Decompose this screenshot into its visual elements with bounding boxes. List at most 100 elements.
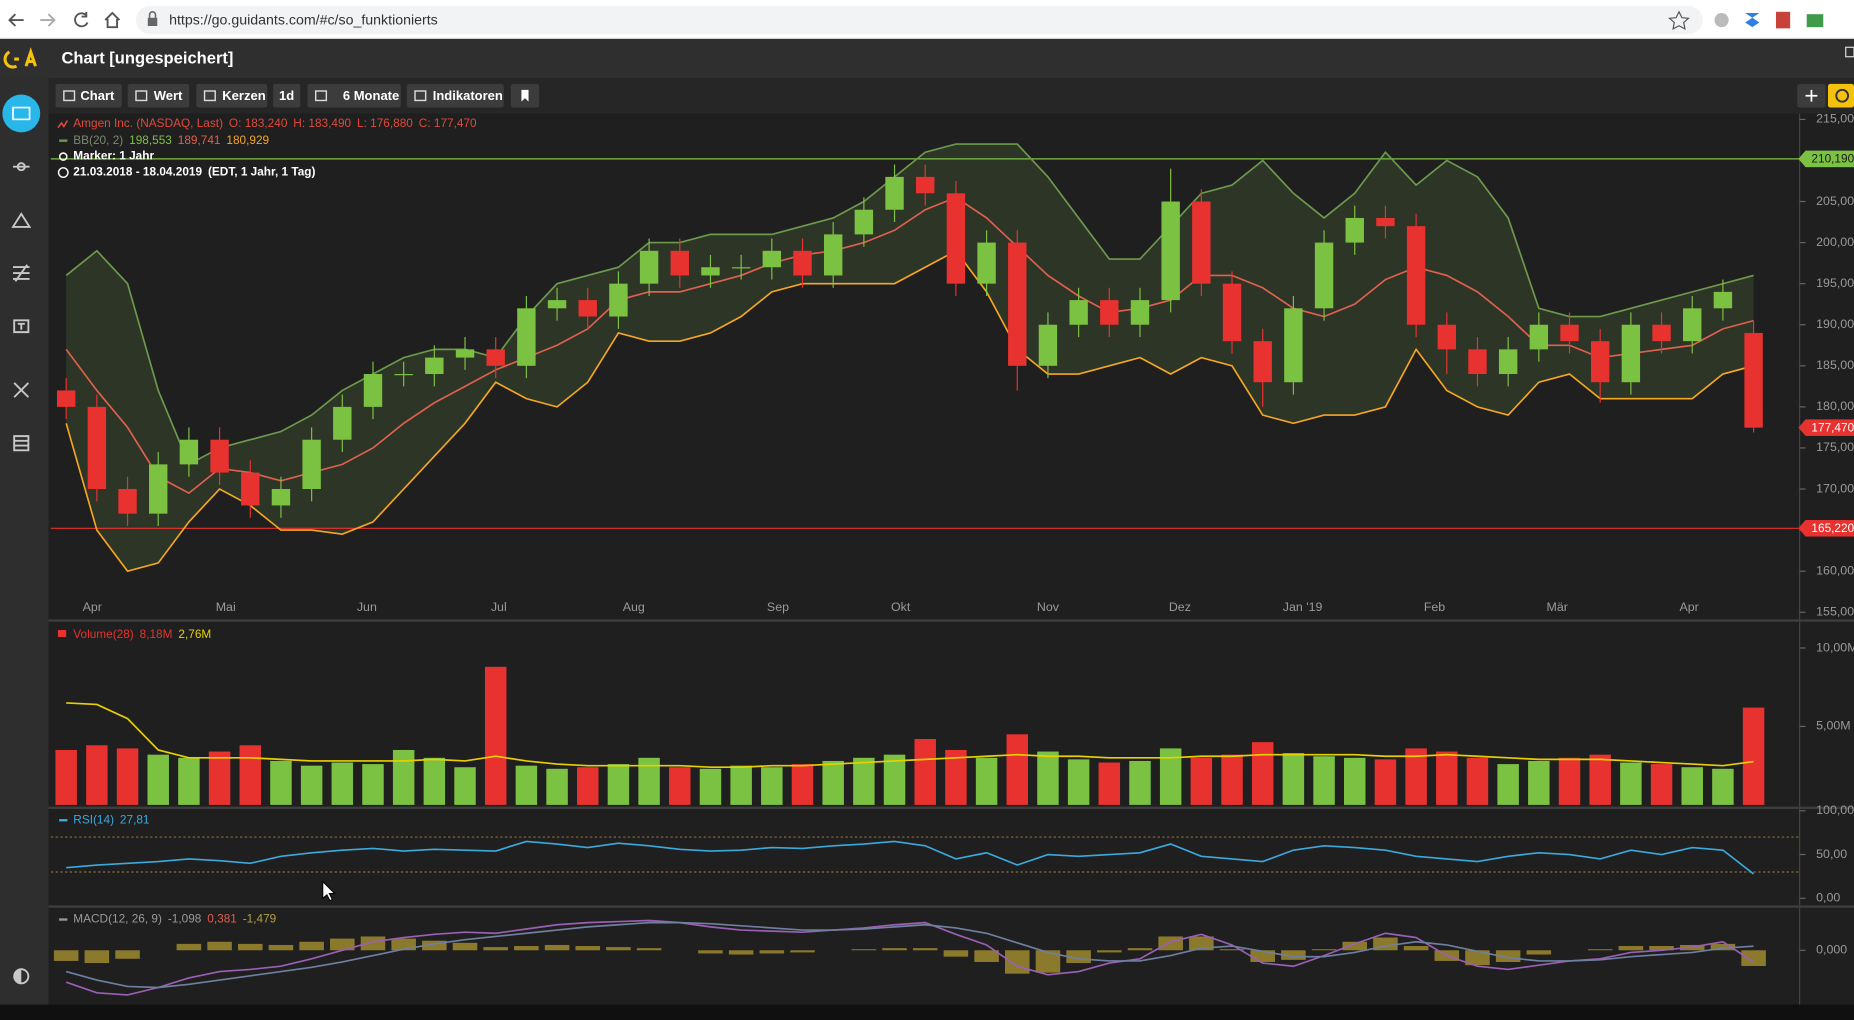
x-tick-label: Jan '19: [1283, 600, 1323, 614]
legend-text: Amgen Inc. (NASDAQ, Last): [73, 116, 223, 130]
extension-icon[interactable]: [1775, 11, 1791, 29]
volume-bar: [914, 738, 936, 805]
sidebar-tools[interactable]: [13, 382, 30, 398]
volume-bar: [1251, 742, 1274, 805]
candle-body: [1621, 324, 1641, 383]
macd-histogram-bar: [1311, 949, 1337, 951]
volume-bar: [1374, 759, 1397, 805]
macd-histogram-bar: [1189, 936, 1214, 951]
candle-body: [1498, 349, 1518, 375]
candle-body: [118, 489, 137, 514]
macd-histogram-bar: [237, 943, 263, 951]
macd-histogram-bar: [943, 950, 969, 957]
volume-bar: [1006, 734, 1029, 805]
macd-histogram-bar: [636, 948, 662, 951]
candle-body: [1069, 300, 1088, 325]
y-tick-label: 10,00M: [1816, 640, 1854, 654]
macd-histogram-bar: [115, 950, 140, 959]
extension-icon[interactable]: [1745, 13, 1760, 28]
y-tick-label: 195,000: [1816, 276, 1854, 290]
macd-histogram-bar: [1035, 950, 1061, 973]
macd-histogram-bar: [1649, 946, 1674, 951]
macd-histogram-bar: [330, 938, 355, 951]
toolbar-button[interactable]: [196, 83, 268, 108]
candle-body: [1744, 332, 1763, 428]
toolbar-button[interactable]: [127, 83, 190, 108]
y-tick-label: 190,000: [1816, 317, 1854, 331]
sidebar-chart-button[interactable]: [2, 94, 41, 133]
theme-button[interactable]: [1827, 83, 1854, 108]
toolbar-button-label: 1d: [279, 88, 294, 103]
candle-body: [977, 242, 996, 284]
sidebar-fib-tool[interactable]: [13, 264, 30, 282]
extension-icon[interactable]: [1806, 14, 1824, 28]
legend-text: H: 183,490: [293, 116, 351, 130]
sidebar-list[interactable]: [13, 435, 30, 452]
candle-body: [1713, 291, 1733, 309]
sidebar-shape-tool[interactable]: [11, 212, 32, 228]
reload-button[interactable]: [74, 11, 89, 28]
macd-histogram-bar: [422, 940, 447, 951]
toolbar-button[interactable]: [406, 83, 504, 108]
volume-bar: [1098, 762, 1121, 805]
candle-body: [731, 267, 751, 269]
legend-text: MACD(12, 26, 9): [73, 912, 162, 926]
x-tick-label: Nov: [1037, 600, 1060, 614]
y-tick-label: 215,000: [1816, 112, 1854, 126]
legend-text: Volume(28): [73, 627, 133, 641]
x-tick-label: Mai: [216, 600, 236, 614]
volume-bar: [300, 765, 323, 805]
price-tag-arrow: [1798, 150, 1806, 168]
fullscreen-button[interactable]: [1845, 46, 1854, 58]
volume-bar: [1681, 767, 1703, 805]
legend-text: O: 183,240: [229, 116, 288, 130]
legend-icon: [57, 167, 69, 178]
volume-bar: [546, 768, 568, 805]
y-tick-label: 175,000: [1816, 440, 1854, 454]
candle-body: [609, 283, 628, 317]
back-button[interactable]: [8, 13, 24, 27]
extension-icon[interactable]: [1714, 13, 1729, 28]
toolbar-button[interactable]: [273, 83, 301, 108]
app-logo[interactable]: [3, 47, 37, 69]
y-tick-label: 205,000: [1816, 194, 1854, 208]
toolbar-button[interactable]: [307, 83, 401, 108]
home-button[interactable]: [104, 11, 121, 29]
sidebar-text-tool[interactable]: [13, 319, 30, 334]
candle-body: [1376, 217, 1395, 227]
x-tick-label: Jul: [491, 600, 507, 614]
legend-text: 21.03.2018 - 18.04.2019: [73, 165, 202, 179]
macd-histogram-bar: [483, 947, 508, 951]
macd-line: [65, 921, 1754, 989]
toolbar-button[interactable]: [55, 83, 122, 108]
x-tick-label: Sep: [767, 600, 789, 614]
toolbar-button-label: Chart: [80, 88, 115, 103]
volume-bar: [1313, 756, 1335, 805]
candle-body: [363, 374, 383, 407]
forward-button[interactable]: [40, 13, 56, 27]
macd-histogram-bar: [882, 948, 907, 951]
macd-histogram-bar: [1004, 950, 1030, 974]
toolbar-buttons: Chart Wert Kerzen 1d 6 Monate Indikatoren: [55, 83, 504, 108]
candle-body: [1683, 308, 1702, 342]
volume-bar: [699, 768, 722, 805]
volume-bar: [669, 767, 691, 805]
toolbar-button-icon: [414, 90, 427, 102]
address-field[interactable]: [135, 5, 1703, 35]
macd-histogram-bar: [53, 950, 79, 961]
candle-body: [1284, 308, 1303, 383]
macd-histogram-bar: [1219, 949, 1245, 951]
volume-bar: [1129, 760, 1151, 805]
bookmark-star[interactable]: [1668, 10, 1690, 31]
volume-bar: [1466, 757, 1489, 805]
price-tag-arrow: [1798, 419, 1806, 436]
x-tick-label: Apr: [1680, 600, 1699, 614]
macd-histogram-bar: [1587, 949, 1613, 951]
candle-body: [854, 209, 874, 235]
volume-bar: [331, 762, 354, 805]
sidebar-line-tool[interactable]: [13, 162, 30, 172]
volume-bar: [1190, 757, 1213, 805]
macd-histogram-bar: [575, 946, 601, 951]
